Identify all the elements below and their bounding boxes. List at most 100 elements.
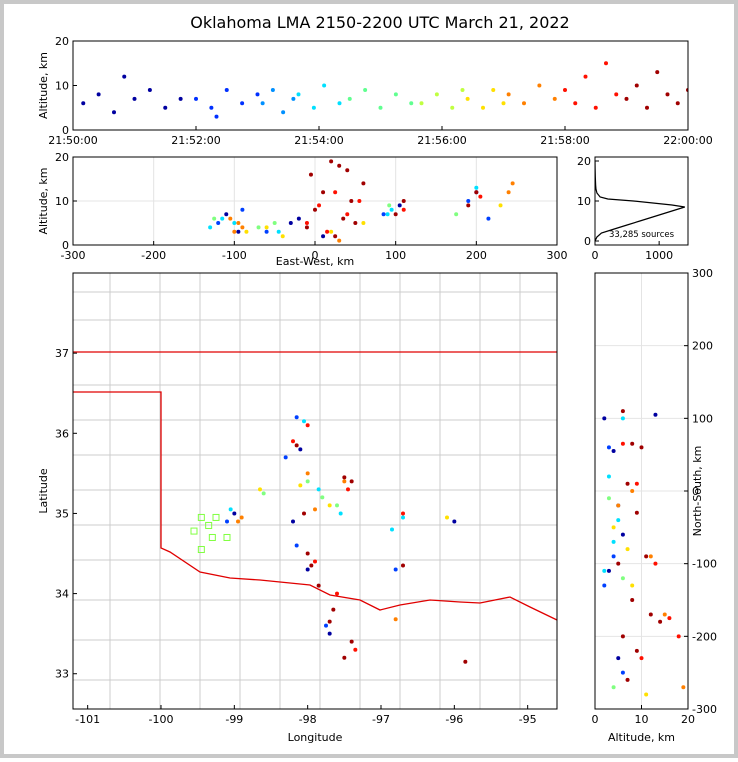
- point: [630, 441, 635, 446]
- point: [304, 221, 309, 225]
- point: [593, 105, 598, 110]
- point: [209, 105, 214, 110]
- point: [264, 225, 269, 230]
- chart-title: Oklahoma LMA 2150-2200 UTC March 21, 202…: [190, 13, 569, 32]
- y-tick-label: 36: [55, 427, 69, 440]
- point: [606, 474, 611, 479]
- y-tick-label: 20: [55, 151, 69, 164]
- point: [573, 101, 578, 106]
- plot-area: [602, 409, 686, 697]
- point: [491, 87, 496, 92]
- x-tick-label: -98: [299, 713, 317, 726]
- point: [648, 554, 653, 559]
- point: [291, 96, 296, 101]
- y-tick-label: -100: [692, 558, 717, 571]
- point: [620, 634, 625, 639]
- point: [283, 455, 288, 460]
- point: [313, 559, 317, 564]
- point: [305, 471, 310, 476]
- y-tick-label: 0: [62, 239, 69, 252]
- point: [321, 234, 326, 239]
- point: [255, 92, 260, 97]
- x-tick-label: -100: [149, 713, 174, 726]
- x-tick-label: 21:52:00: [171, 134, 220, 147]
- point: [280, 234, 285, 239]
- x-tick-label: -96: [445, 713, 463, 726]
- point: [327, 503, 332, 508]
- point: [346, 487, 350, 492]
- point: [630, 489, 635, 493]
- point: [665, 92, 670, 97]
- x-tick-label: 300: [547, 249, 568, 262]
- point: [304, 225, 309, 230]
- point: [316, 583, 321, 588]
- point: [232, 511, 237, 516]
- point: [272, 221, 277, 225]
- x-tick-label: 0: [592, 713, 599, 726]
- point: [401, 511, 405, 516]
- point: [224, 87, 229, 92]
- point: [434, 92, 439, 97]
- point: [324, 623, 328, 628]
- point: [583, 74, 588, 79]
- point: [305, 479, 310, 484]
- x-tick-label: -300: [61, 249, 86, 262]
- point: [224, 212, 229, 217]
- y-tick-label: 35: [55, 507, 69, 520]
- point: [604, 61, 608, 66]
- point: [644, 554, 649, 559]
- point: [329, 229, 334, 234]
- y-tick-label: 20: [55, 35, 69, 48]
- point: [510, 181, 515, 186]
- y-tick-label: 0: [584, 235, 591, 248]
- point: [208, 225, 213, 230]
- point: [385, 212, 390, 217]
- point: [305, 551, 310, 556]
- point: [216, 221, 221, 225]
- point: [294, 415, 299, 420]
- point: [401, 563, 405, 568]
- canvas: [4, 4, 734, 754]
- point: [648, 612, 653, 617]
- y-tick-label: 200: [692, 340, 713, 353]
- x-tick-label: 21:58:00: [540, 134, 589, 147]
- point: [606, 445, 611, 450]
- point: [419, 101, 424, 106]
- point: [506, 92, 511, 97]
- point: [276, 229, 281, 234]
- point: [311, 105, 316, 110]
- point: [353, 647, 358, 652]
- point: [393, 92, 398, 97]
- point: [178, 96, 183, 101]
- point: [611, 525, 616, 530]
- point: [333, 234, 338, 239]
- point: [236, 519, 240, 524]
- point: [361, 221, 366, 225]
- plot-area: [190, 415, 468, 664]
- x-tick-label: 21:50:00: [48, 134, 97, 147]
- point: [466, 203, 471, 208]
- marker: [208, 533, 216, 541]
- point: [625, 547, 630, 552]
- point: [658, 619, 663, 624]
- x-tick-label: 20: [681, 713, 695, 726]
- point: [361, 181, 366, 186]
- point: [393, 212, 398, 217]
- plot-area: [208, 159, 515, 243]
- point: [620, 441, 625, 446]
- point: [194, 96, 198, 101]
- point: [606, 568, 611, 573]
- point: [313, 207, 317, 212]
- marker: [205, 521, 213, 529]
- point: [393, 567, 398, 572]
- point: [634, 481, 639, 486]
- point: [320, 495, 325, 500]
- point: [220, 216, 225, 221]
- point: [298, 447, 303, 452]
- point: [333, 190, 338, 195]
- point: [486, 216, 491, 221]
- x-tick-label: 21:54:00: [294, 134, 343, 147]
- point: [620, 670, 625, 675]
- y-tick-label: -200: [692, 630, 717, 643]
